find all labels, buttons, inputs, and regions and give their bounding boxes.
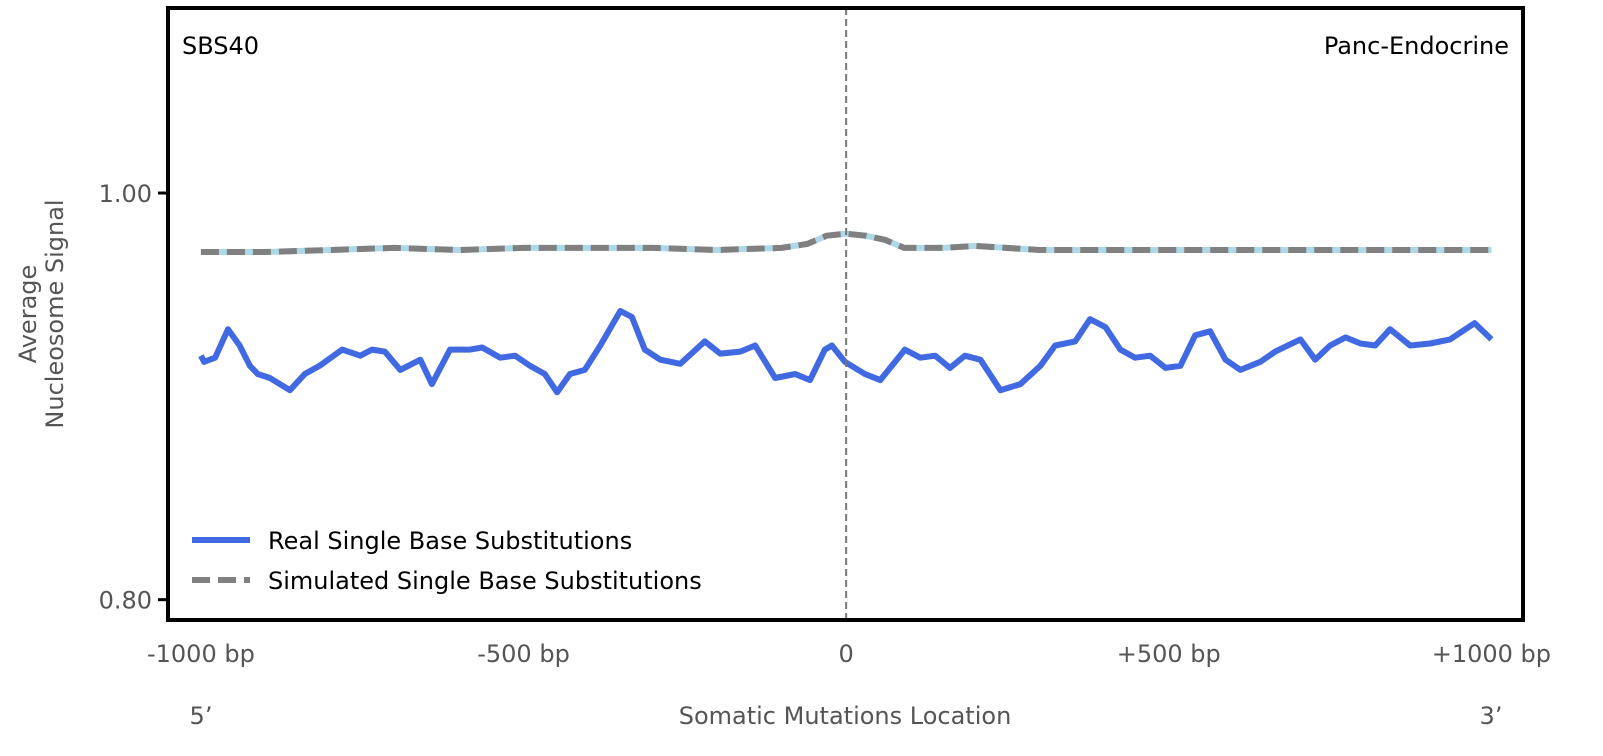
legend-label-real: Real Single Base Substitutions [268, 527, 632, 555]
x-end-left: 5’ [190, 702, 213, 730]
x-tick-label: +1000 bp [1432, 640, 1551, 668]
x-tick-label: -500 bp [477, 640, 570, 668]
legend: Real Single Base Substitutions Simulated… [192, 527, 702, 595]
title-left: SBS40 [182, 32, 259, 60]
x-tick-label: 0 [839, 640, 854, 668]
y-tick-label: 1.00 [99, 180, 152, 208]
xlabel: Somatic Mutations Location [679, 702, 1012, 730]
x-end-right: 3’ [1480, 702, 1503, 730]
simulated-series-line [200, 230, 1492, 255]
legend-label-simulated: Simulated Single Base Substitutions [268, 567, 702, 595]
ylabel-line2: Nucleosome Signal [41, 199, 69, 428]
real-series-line [198, 308, 1494, 396]
x-tick-label: +500 bp [1117, 640, 1221, 668]
title-right: Panc-Endocrine [1324, 32, 1509, 60]
y-tick-label: 0.80 [99, 587, 152, 615]
plot-frame [166, 6, 1525, 622]
ylabel-line1: Average [14, 265, 42, 364]
x-tick-label: -1000 bp [147, 640, 255, 668]
